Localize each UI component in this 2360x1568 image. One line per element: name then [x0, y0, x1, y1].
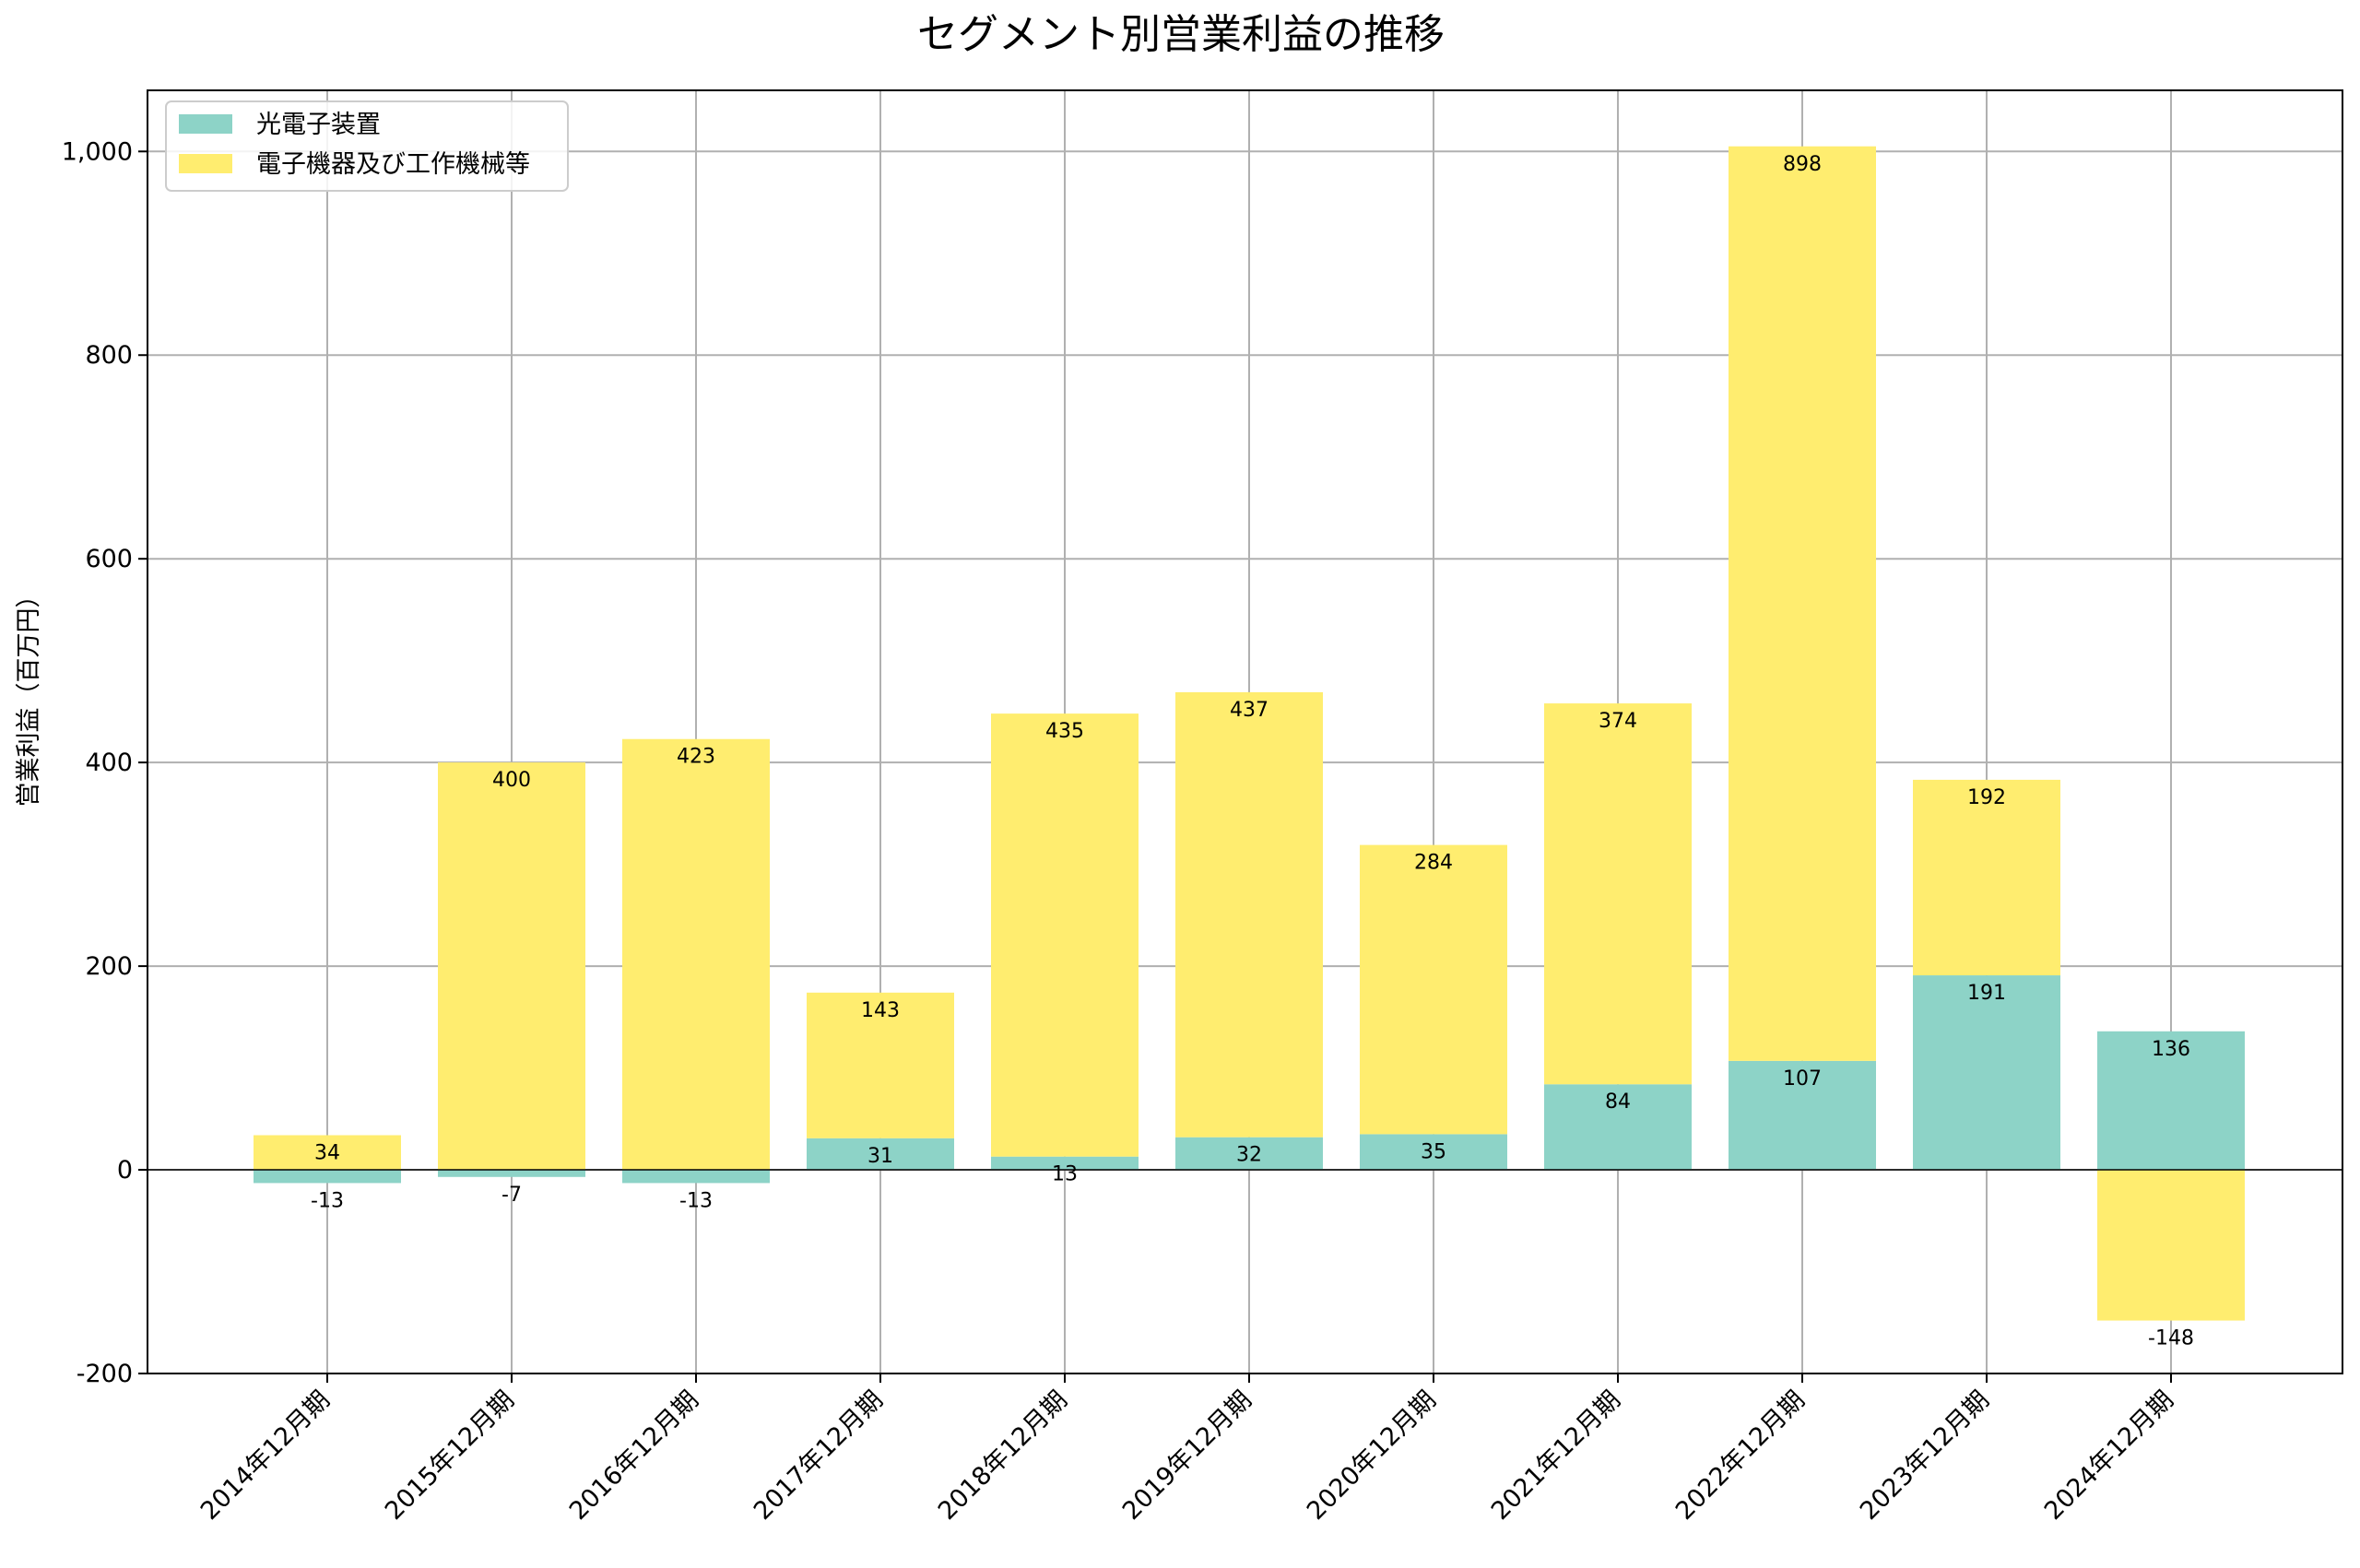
data-label-series-1: 400 — [492, 769, 531, 792]
data-label-series-0: 84 — [1605, 1091, 1631, 1114]
bar-series-1 — [1544, 703, 1692, 1085]
y-axis-label: 営業利益（百万円） — [15, 584, 43, 808]
data-label-series-1: 34 — [314, 1141, 340, 1164]
data-label-series-0: 31 — [867, 1145, 893, 1168]
data-label-series-0: -7 — [502, 1184, 522, 1207]
y-tick-label: 400 — [85, 749, 133, 777]
bar-series-0 — [254, 1170, 401, 1184]
data-label-series-1: 143 — [861, 999, 900, 1022]
bar-series-1 — [2097, 1170, 2245, 1321]
data-label-series-1: 284 — [1414, 852, 1453, 875]
bar-series-1 — [991, 713, 1139, 1157]
x-tick-label: 2024年12月期 — [2039, 1385, 2179, 1526]
data-label-series-0: 191 — [1967, 982, 2006, 1005]
data-label-series-1: 423 — [677, 746, 715, 769]
y-tick-label: 800 — [85, 341, 133, 370]
bar-series-0 — [1360, 1134, 1507, 1171]
y-tick-label: 1,000 — [62, 137, 133, 166]
bar-series-1 — [622, 738, 770, 1171]
data-label-series-1: -148 — [2148, 1327, 2194, 1350]
x-tick-label: 2018年12月期 — [933, 1385, 1073, 1526]
bar-series-0 — [1175, 1137, 1323, 1171]
data-labels-layer: -13 -7 -13 31 13 32 35 84 107 191 136 34 400 423 143 43… — [311, 153, 2194, 1350]
legend-box — [165, 100, 569, 192]
bars-layer — [254, 146, 2245, 1321]
legend-swatch-denshi — [179, 154, 232, 173]
legend: 光電子装置 電子機器及び工作機械等 — [165, 100, 569, 192]
bar-series-0 — [2097, 1031, 2245, 1171]
bar-series-1 — [254, 1135, 401, 1171]
y-tick-label: 600 — [85, 545, 133, 573]
bar-series-0 — [438, 1170, 585, 1177]
x-tick-label: 2017年12月期 — [749, 1385, 889, 1526]
x-tick-label: 2015年12月期 — [380, 1385, 520, 1526]
bar-series-1 — [1729, 146, 1876, 1061]
bar-series-0 — [1913, 975, 2060, 1171]
y-tick-label: 0 — [117, 1156, 133, 1185]
bar-series-0 — [622, 1170, 770, 1184]
plot-frame — [147, 89, 2343, 1374]
bar-series-0 — [1544, 1084, 1692, 1171]
bar-series-1 — [1175, 691, 1323, 1138]
x-tick-label: 2022年12月期 — [1670, 1385, 1811, 1526]
x-tick-label: 2014年12月期 — [195, 1385, 336, 1526]
bar-series-1 — [1360, 844, 1507, 1135]
data-label-series-1: 437 — [1230, 699, 1268, 722]
data-label-series-0: 32 — [1236, 1144, 1262, 1167]
legend-swatch-hikari — [179, 114, 232, 134]
bar-series-0 — [1729, 1060, 1876, 1171]
data-label-series-0: 35 — [1421, 1140, 1446, 1163]
legend-label-denshi: 電子機器及び工作機械等 — [256, 150, 530, 179]
data-label-series-1: 435 — [1045, 720, 1084, 743]
chart-title: セグメント別営業利益の推移 — [917, 11, 1445, 58]
bar-series-1 — [807, 992, 954, 1138]
bar-series-1 — [438, 762, 585, 1171]
data-label-series-0: 107 — [1783, 1067, 1822, 1091]
data-label-series-0: -13 — [311, 1189, 344, 1212]
y-tick-label: -200 — [77, 1360, 133, 1388]
bar-series-0 — [807, 1138, 954, 1171]
data-label-series-0: 13 — [1052, 1163, 1078, 1186]
data-label-series-1: 192 — [1967, 786, 2006, 809]
x-tick-label: 2021年12月期 — [1486, 1385, 1626, 1526]
x-tick-label: 2020年12月期 — [1302, 1385, 1442, 1526]
legend-label-hikari: 光電子装置 — [256, 111, 381, 139]
x-tick-label: 2019年12月期 — [1117, 1385, 1257, 1526]
x-tick-label: 2023年12月期 — [1855, 1385, 1995, 1526]
data-label-series-1: 374 — [1599, 710, 1637, 733]
bar-series-1 — [1913, 779, 2060, 976]
data-label-series-0: -13 — [679, 1189, 713, 1212]
data-label-series-1: 898 — [1783, 153, 1822, 176]
x-tick-label: 2016年12月期 — [564, 1385, 704, 1526]
y-tick-label: 200 — [85, 952, 133, 981]
bar-series-0 — [991, 1156, 1139, 1171]
data-label-series-0: 136 — [2152, 1038, 2190, 1061]
